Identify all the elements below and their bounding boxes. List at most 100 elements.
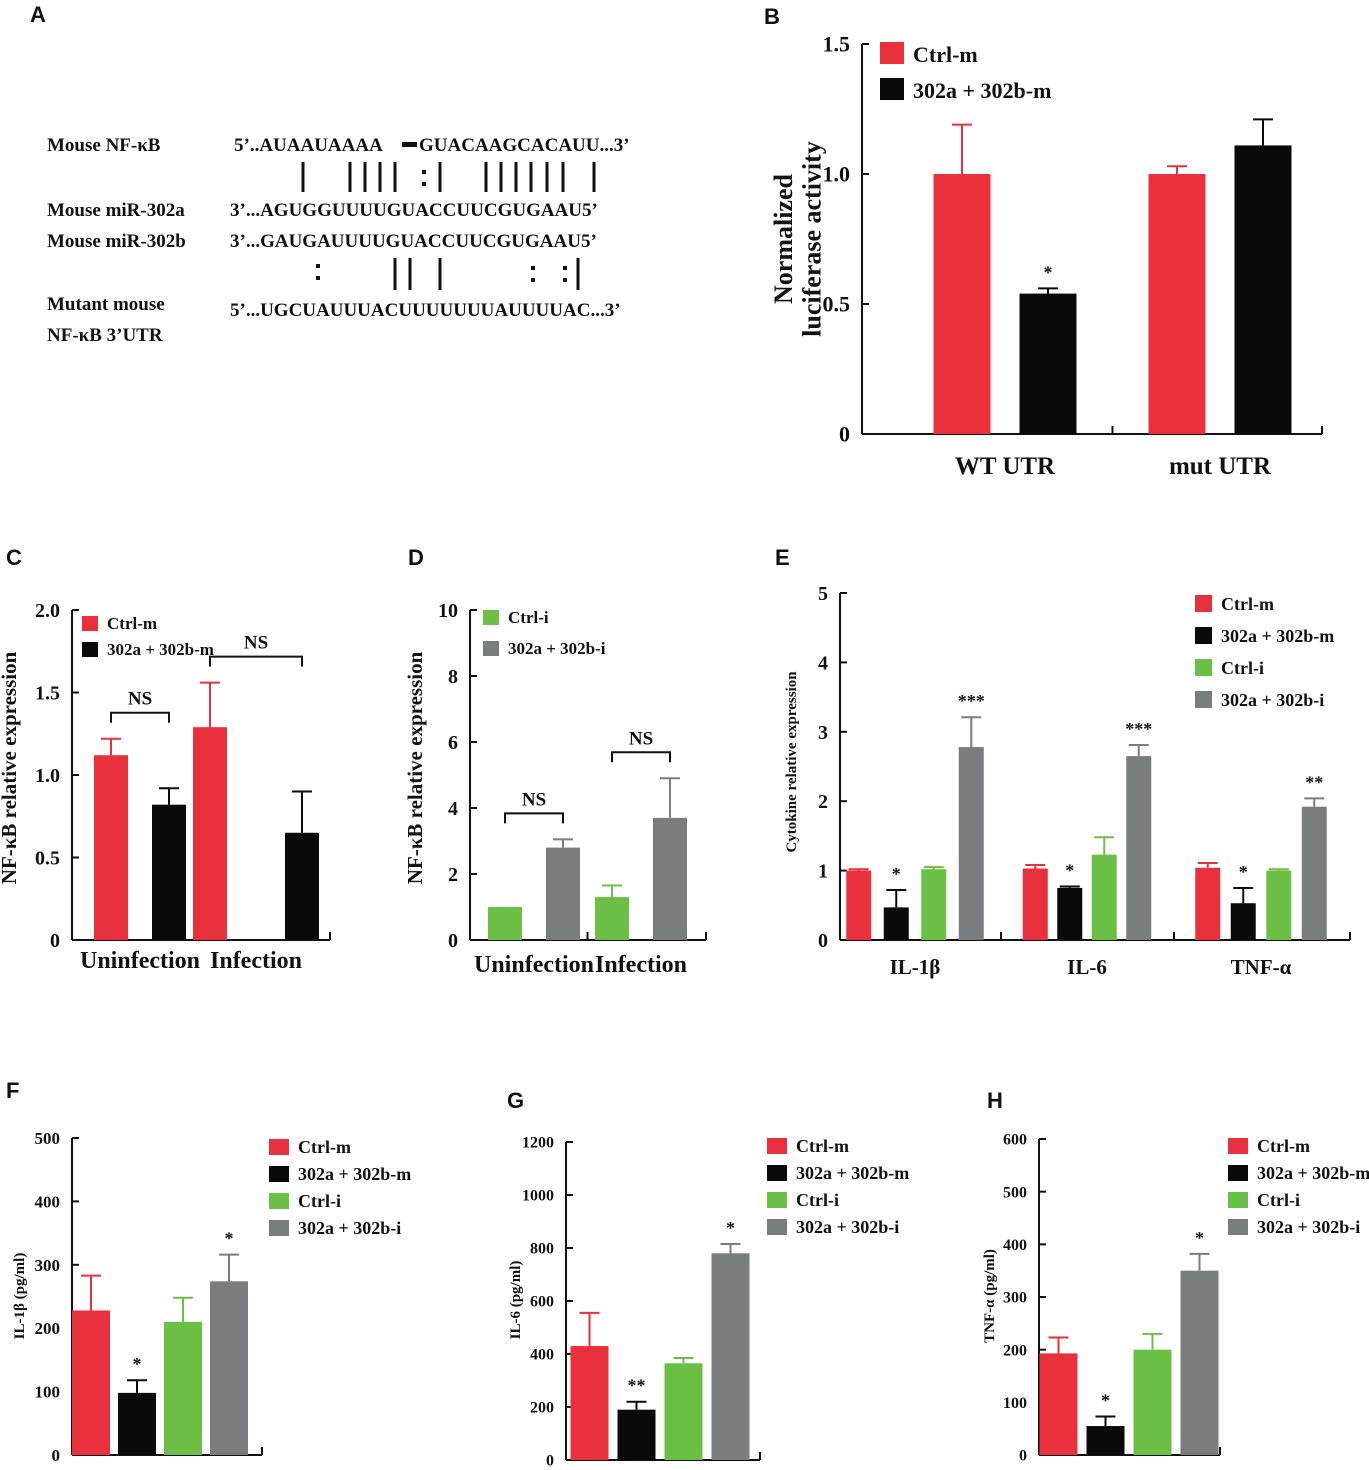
y-tick-label: 400 (530, 1347, 554, 1364)
y-tick-label: 0 (50, 930, 60, 952)
chart-b-luciferase: 0 0.5 1.0 1.5 * WT UTR mut UTR Normalizedlucife… (769, 32, 1323, 480)
ns-bracket (504, 812, 564, 824)
ns-bracket (611, 751, 671, 763)
seq-mir-302b: 3’...GAUGAUUUUGUACCUUCGUGAAU5’ (230, 231, 597, 252)
y-tick-label: 1200 (522, 1135, 554, 1152)
legend-label: 302a + 302b-i (298, 1218, 401, 1238)
x-category-label: WT UTR (955, 453, 1056, 480)
legend-swatch (767, 1138, 787, 1154)
y-tick-label: 800 (530, 1241, 554, 1258)
significance-marker: * (133, 1354, 142, 1374)
x-category-label: Infection (210, 948, 302, 974)
bar (1148, 174, 1206, 434)
legend-swatch (1228, 1219, 1248, 1235)
y-tick-label: 1.0 (35, 765, 60, 787)
y-tick-label: 400 (1003, 1237, 1027, 1254)
ns-label: NS (522, 789, 546, 810)
legend-swatch (880, 78, 904, 100)
bar (958, 747, 984, 940)
seq-mutant: 5’...UGCUAUUUACUUUUUUUAUUUUAC...3’ (230, 300, 621, 321)
legend-label: Ctrl-i (1221, 658, 1264, 678)
bar (193, 727, 227, 940)
panel-label-e: E (775, 545, 790, 570)
y-tick-label: 1.5 (35, 683, 60, 705)
x-category-label: Uninfection (474, 952, 594, 978)
y-tick-label: 600 (1003, 1132, 1027, 1149)
legend-swatch (767, 1219, 787, 1235)
bar (94, 755, 128, 940)
panel-label-b: B (764, 4, 780, 29)
x-category-label: IL-6 (1067, 955, 1107, 979)
significance-marker: * (1195, 1228, 1204, 1248)
y-tick-label: 1.5 (823, 32, 851, 57)
legend-swatch (880, 42, 904, 64)
y-tick-label: 0 (839, 422, 850, 447)
bar (488, 907, 522, 940)
y-axis-title: IL-6 (pg/ml) (508, 1261, 524, 1340)
legend-swatch (82, 616, 98, 631)
legend-label: Ctrl-i (298, 1191, 341, 1211)
bar (1091, 854, 1117, 940)
bar (883, 907, 909, 940)
legend-label: Ctrl-m (298, 1137, 351, 1157)
bar (546, 847, 580, 940)
legend-label: 302a + 302b-m (1257, 1163, 1369, 1183)
y-tick-label: 200 (1003, 1342, 1027, 1359)
wobble-dots-bottom (316, 264, 567, 282)
bar (1301, 806, 1327, 940)
bar (1019, 293, 1077, 434)
y-tick-label: 6 (448, 732, 458, 754)
y-tick-label: 0 (546, 1453, 554, 1470)
label-mir-302a: Mouse miR-302a (47, 200, 185, 221)
bar (1266, 870, 1292, 940)
bar (664, 1363, 703, 1460)
bar (846, 870, 872, 940)
y-tick-label: 300 (1003, 1290, 1027, 1307)
bar (210, 1281, 248, 1455)
x-category-label: Infection (595, 952, 687, 978)
pairing-lines-top (301, 162, 596, 192)
y-tick-label: 300 (35, 1256, 61, 1275)
ns-label: NS (244, 633, 268, 654)
ns-bracket (110, 711, 170, 723)
gap-dash (402, 142, 417, 147)
legend-label: 302a + 302b-m (298, 1164, 411, 1184)
y-tick-label: 8 (448, 666, 458, 688)
legend-label: Ctrl-m (796, 1136, 849, 1156)
x-category-label: TNF-α (1231, 955, 1292, 979)
x-category-label: Uninfection (80, 948, 200, 974)
y-tick-label: 2.0 (35, 600, 60, 622)
seq-nfkb-part1: 5’..AUAAUAAAA (234, 135, 383, 156)
panel-label-f: F (6, 1078, 19, 1103)
y-tick-label: 0 (448, 930, 458, 952)
significance-marker: * (1239, 862, 1248, 882)
y-axis-title: Normalizedluciferase activity (769, 141, 827, 337)
legend-label: 302a + 302b-i (1221, 690, 1324, 710)
legend-swatch (1195, 595, 1212, 612)
y-axis-title: NF-κB relative expression (403, 651, 427, 884)
significance-marker: * (892, 864, 901, 884)
y-tick-label: 500 (35, 1129, 61, 1148)
bar (1057, 887, 1083, 940)
legend-label: 302a + 302b-m (107, 640, 214, 659)
legend-label: Ctrl-i (796, 1190, 839, 1210)
legend-label: Ctrl-m (107, 614, 157, 633)
significance-marker: ** (628, 1376, 646, 1396)
legend-swatch (1195, 691, 1212, 708)
significance-marker: *** (1125, 719, 1152, 739)
seq-nfkb-part2: GUACAAGCACAUU...3’ (419, 135, 630, 156)
y-tick-label: 2 (448, 864, 458, 886)
y-axis-title: TNF-α (pg/ml) (982, 1249, 998, 1343)
legend-swatch (269, 1220, 289, 1236)
significance-marker: * (1101, 1391, 1110, 1411)
panel-a-alignment: Mouse NF-κB Mouse miR-302a Mouse miR-302… (47, 135, 630, 346)
y-tick-label: 500 (1003, 1184, 1027, 1201)
legend-swatch (1228, 1138, 1248, 1154)
y-tick-label: 1000 (522, 1188, 554, 1205)
y-tick-label: 3 (818, 722, 828, 744)
legend-label: Ctrl-i (1257, 1190, 1300, 1210)
y-tick-label: 200 (530, 1400, 554, 1417)
legend-swatch (1195, 659, 1212, 676)
wobble-dots-top (422, 170, 426, 186)
